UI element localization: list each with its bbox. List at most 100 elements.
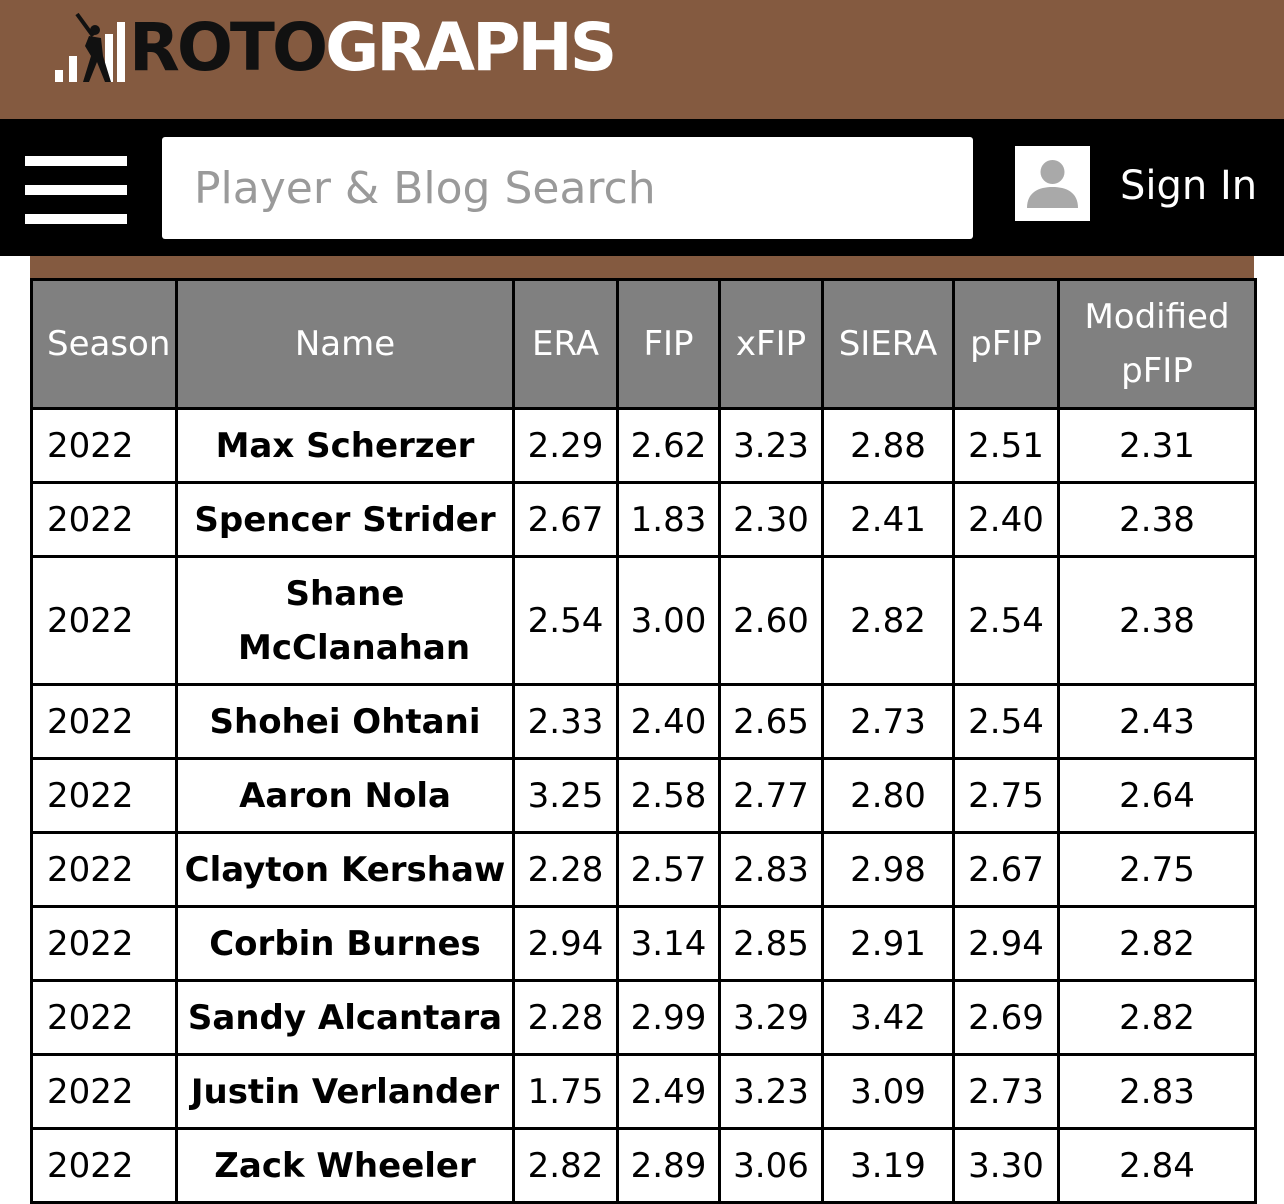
cell-season: 2022 [30,979,178,1056]
cell-modified-pfip: 2.82 [1057,979,1257,1056]
cell-fip: 3.00 [616,555,721,686]
cell-era: 2.28 [512,831,619,908]
cell-player-name[interactable]: Shohei Ohtani [175,683,515,760]
cell-pfip: 2.73 [952,1053,1060,1130]
cell-pfip: 2.54 [952,683,1060,760]
logo-roto: ROTO [129,9,328,86]
cell-player-name[interactable]: Aaron Nola [175,757,515,834]
table-row: 2022 Shane McClanahan 2.54 3.00 2.60 2.8… [30,555,1257,686]
cell-player-name[interactable]: Justin Verlander [175,1053,515,1130]
cell-xfip: 2.60 [718,555,824,686]
cell-siera: 2.80 [821,757,955,834]
cell-fip: 2.40 [616,683,721,760]
cell-season: 2022 [30,831,178,908]
cell-era: 2.94 [512,905,619,982]
search-input[interactable] [162,137,973,239]
cell-era: 2.29 [512,407,619,484]
cell-xfip: 3.23 [718,1053,824,1130]
cell-pfip: 2.51 [952,407,1060,484]
cell-fip: 2.49 [616,1053,721,1130]
table-row: 2022 Spencer Strider 2.67 1.83 2.30 2.41… [30,481,1257,558]
cell-xfip: 3.23 [718,407,824,484]
cell-modified-pfip: 2.43 [1057,683,1257,760]
cell-xfip: 2.85 [718,905,824,982]
cell-season: 2022 [30,1053,178,1130]
cell-era: 2.54 [512,555,619,686]
cell-xfip: 3.29 [718,979,824,1056]
cell-modified-pfip: 2.84 [1057,1127,1257,1204]
cell-xfip: 2.30 [718,481,824,558]
cell-era: 1.75 [512,1053,619,1130]
table-row: 2022 Clayton Kershaw 2.28 2.57 2.83 2.98… [30,831,1257,908]
cell-player-name[interactable]: Shane McClanahan [175,555,515,686]
logo-graphs: GRAPHS [325,9,617,86]
cell-pfip: 2.67 [952,831,1060,908]
cell-player-name[interactable]: Clayton Kershaw [175,831,515,908]
pitching-stats-table: Season Name ERA FIP xFIP SIERA pFIP Modi… [30,278,1257,1204]
cell-xfip: 2.65 [718,683,824,760]
cell-modified-pfip: 2.75 [1057,831,1257,908]
cell-season: 2022 [30,757,178,834]
cell-pfip: 2.75 [952,757,1060,834]
header-modified-pfip[interactable]: Modified pFIP [1057,278,1257,410]
cell-fip: 1.83 [616,481,721,558]
sign-in-link[interactable]: Sign In [1120,163,1258,209]
cell-player-name[interactable]: Max Scherzer [175,407,515,484]
header-xfip[interactable]: xFIP [718,278,824,410]
table-row: 2022 Justin Verlander 1.75 2.49 3.23 3.0… [30,1053,1257,1130]
cell-siera: 3.42 [821,979,955,1056]
cell-siera: 3.09 [821,1053,955,1130]
cell-player-name[interactable]: Sandy Alcantara [175,979,515,1056]
header-fip[interactable]: FIP [616,278,721,410]
table-row: 2022 Zack Wheeler 2.82 2.89 3.06 3.19 3.… [30,1127,1257,1204]
cell-season: 2022 [30,1127,178,1204]
cell-fip: 2.58 [616,757,721,834]
table-header-row: Season Name ERA FIP xFIP SIERA pFIP Modi… [30,278,1257,410]
cell-modified-pfip: 2.64 [1057,757,1257,834]
cell-xfip: 2.83 [718,831,824,908]
cell-era: 2.33 [512,683,619,760]
cell-pfip: 2.69 [952,979,1060,1056]
brand-header: ROTOGRAPHS [0,0,1284,119]
header-pfip[interactable]: pFIP [952,278,1060,410]
cell-modified-pfip: 2.38 [1057,555,1257,686]
cell-siera: 3.19 [821,1127,955,1204]
cell-fip: 2.57 [616,831,721,908]
cell-xfip: 3.06 [718,1127,824,1204]
table-top-strip [30,256,1254,278]
table-row: 2022 Corbin Burnes 2.94 3.14 2.85 2.91 2… [30,905,1257,982]
cell-player-name[interactable]: Spencer Strider [175,481,515,558]
cell-fip: 2.99 [616,979,721,1056]
cell-modified-pfip: 2.83 [1057,1053,1257,1130]
table-row: 2022 Shohei Ohtani 2.33 2.40 2.65 2.73 2… [30,683,1257,760]
cell-siera: 2.98 [821,831,955,908]
site-logo[interactable]: ROTOGRAPHS [55,6,617,86]
cell-pfip: 2.40 [952,481,1060,558]
cell-season: 2022 [30,481,178,558]
header-season[interactable]: Season [30,278,178,410]
cell-siera: 2.73 [821,683,955,760]
user-avatar-icon[interactable] [1015,146,1090,221]
hamburger-menu-icon[interactable] [25,156,127,224]
logo-wordmark: ROTOGRAPHS [129,9,617,86]
batter-bars-logo-icon [55,12,125,82]
cell-modified-pfip: 2.38 [1057,481,1257,558]
cell-player-name[interactable]: Corbin Burnes [175,905,515,982]
cell-season: 2022 [30,905,178,982]
cell-xfip: 2.77 [718,757,824,834]
cell-player-name[interactable]: Zack Wheeler [175,1127,515,1204]
cell-fip: 3.14 [616,905,721,982]
cell-fip: 2.62 [616,407,721,484]
header-name[interactable]: Name [175,278,515,410]
header-era[interactable]: ERA [512,278,619,410]
cell-era: 2.28 [512,979,619,1056]
cell-pfip: 2.54 [952,555,1060,686]
cell-era: 2.82 [512,1127,619,1204]
cell-modified-pfip: 2.31 [1057,407,1257,484]
table-row: 2022 Max Scherzer 2.29 2.62 3.23 2.88 2.… [30,407,1257,484]
header-siera[interactable]: SIERA [821,278,955,410]
cell-fip: 2.89 [616,1127,721,1204]
cell-season: 2022 [30,555,178,686]
cell-siera: 2.88 [821,407,955,484]
cell-siera: 2.82 [821,555,955,686]
